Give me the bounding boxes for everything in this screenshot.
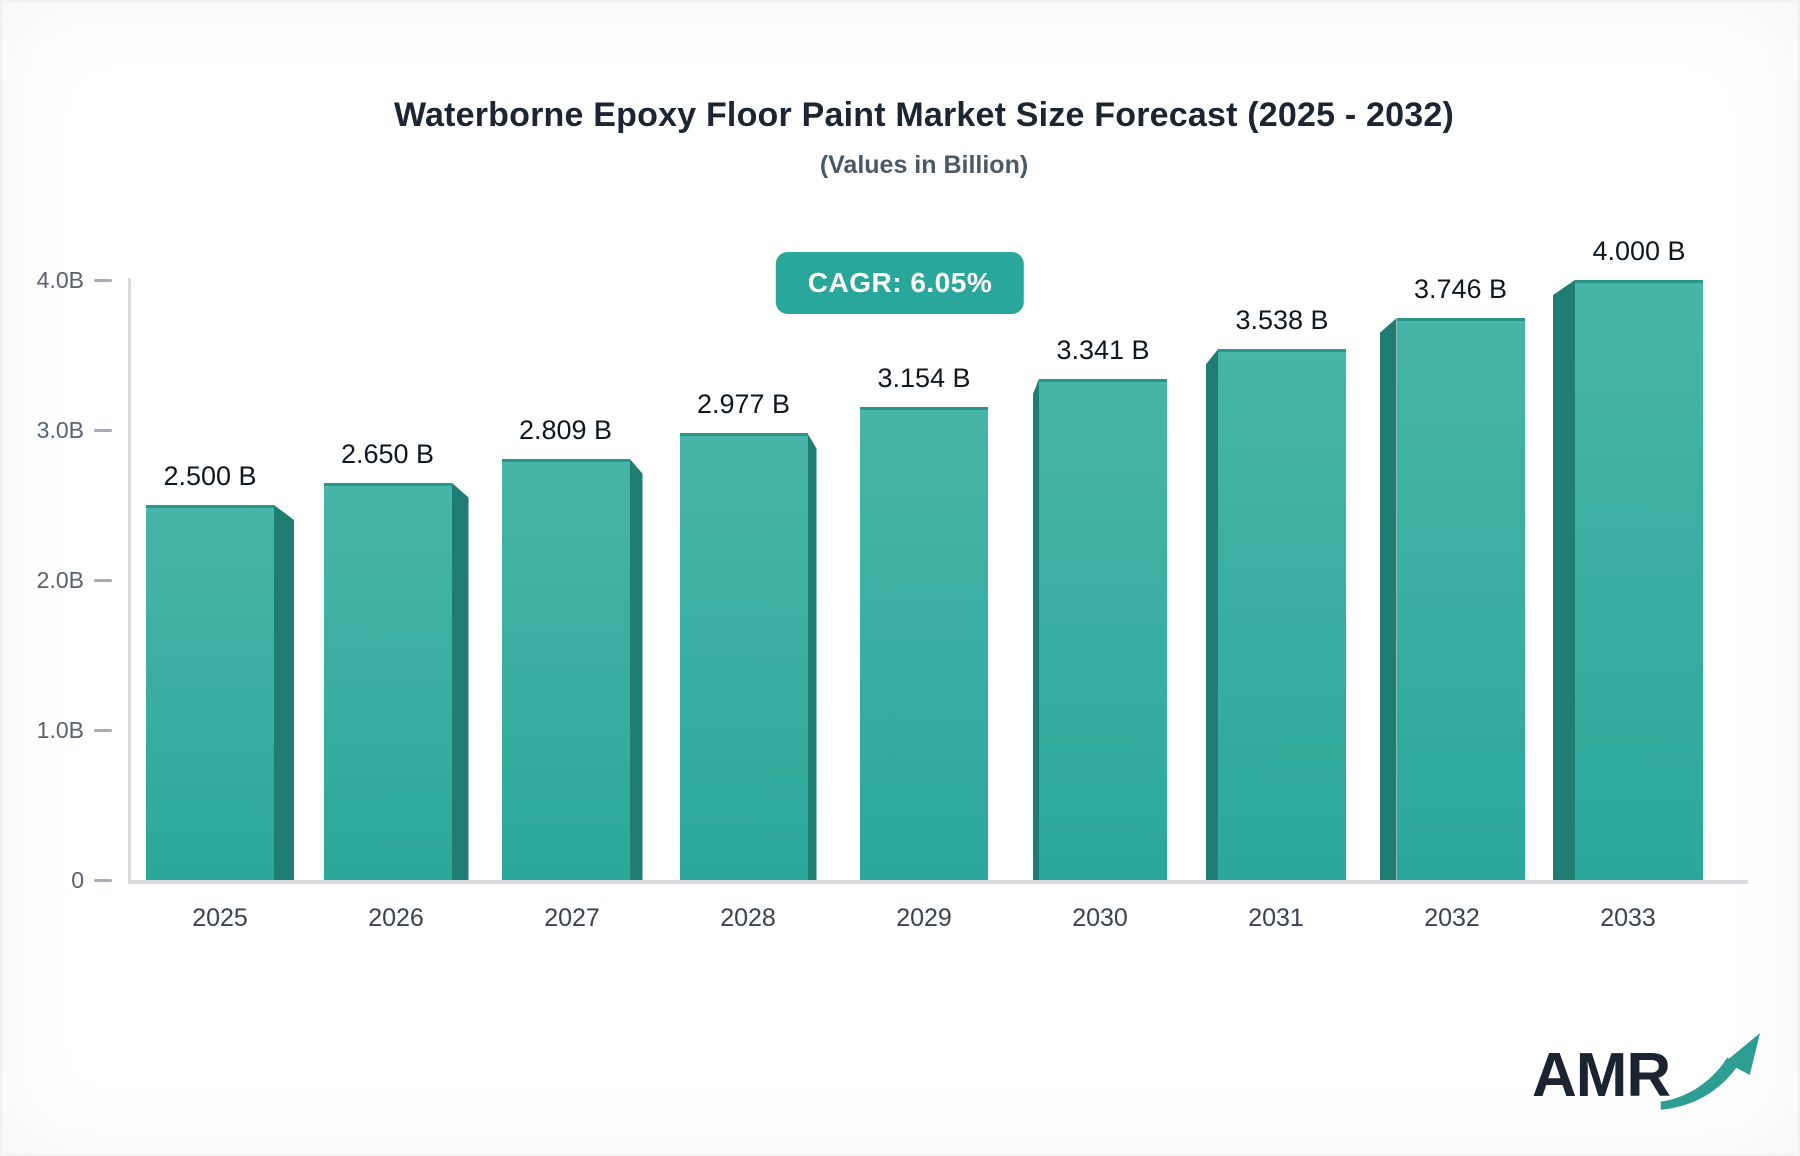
x-tick-label-2031: 2031 (1248, 904, 1304, 932)
bar-side-2031 (1206, 349, 1218, 880)
trend-arrow-swoosh (1660, 1057, 1739, 1110)
bar-2031 (1218, 349, 1346, 880)
bar-value-label-2026: 2.650 B (340, 438, 435, 469)
cagr-badge: CAGR: 6.05% (775, 252, 1025, 314)
y-tick-label: 0 (71, 867, 84, 893)
y-tick-label: 2.0B (36, 567, 84, 593)
amr-logo-text: AMR (1532, 1041, 1671, 1110)
bar-value-label-2032: 3.746 B (1413, 274, 1508, 305)
bar-2025 (146, 505, 274, 880)
bar-2029 (860, 406, 988, 880)
y-tick-label: 1.0B (36, 717, 84, 743)
bar-side-2025 (274, 505, 294, 880)
y-tick-dash (94, 279, 112, 282)
y-tick-label: 3.0B (36, 417, 84, 443)
bar-value-label-2027: 2.809 B (518, 414, 613, 445)
trend-up-arrow-icon (1660, 1033, 1761, 1110)
bar-value-label-2031: 3.538 B (1235, 305, 1329, 336)
bar-2032 (1396, 318, 1525, 880)
chart-header: Waterborne Epoxy Floor Paint Market Size… (48, 0, 1800, 180)
x-tick-label-2028: 2028 (720, 904, 776, 932)
bar-2026 (323, 482, 452, 880)
chart-subtitle: (Values in Billion) (819, 151, 1029, 179)
x-axis-line (128, 880, 1748, 884)
x-tick-label-2032: 2032 (1424, 904, 1480, 932)
bar-value-label-2030: 3.341 B (1056, 334, 1150, 365)
bar-side-2027 (629, 458, 643, 880)
y-tick-label: 4.0B (36, 267, 84, 293)
trend-arrow-head (1725, 1033, 1761, 1076)
bar-value-label-2033: 4.000 B (1592, 236, 1686, 266)
bar-value-label-2028: 2.977 B (696, 389, 791, 420)
bar-side-2033 (1553, 280, 1575, 880)
bar-side-2032 (1379, 318, 1397, 880)
x-tick-label-2027: 2027 (544, 904, 600, 932)
amr-logo: AMR (1532, 1026, 1782, 1126)
bar-value-label-2025: 2.500 B (163, 461, 257, 491)
y-tick-dash (94, 879, 112, 882)
bar-value-label-2029: 3.154 B (877, 362, 971, 393)
bar-side-2030 (1033, 378, 1039, 880)
y-tick-dash (94, 429, 112, 432)
x-tick-label-2033: 2033 (1600, 904, 1656, 932)
y-tick-dash (94, 579, 112, 582)
bar-2030 (1039, 378, 1167, 880)
x-tick-label-2025: 2025 (192, 904, 248, 932)
bar-side-2026 (451, 482, 469, 880)
y-tick-dash (94, 729, 112, 732)
bar-2028 (679, 433, 808, 880)
x-tick-label-2026: 2026 (368, 904, 424, 932)
chart-title: Waterborne Epoxy Floor Paint Market Size… (393, 96, 1454, 134)
x-tick-label-2030: 2030 (1072, 904, 1128, 932)
bar-2027 (501, 458, 630, 880)
bar-side-2028 (807, 433, 817, 880)
y-axis-line (128, 278, 131, 884)
x-tick-label-2029: 2029 (896, 904, 952, 932)
bar-2033 (1575, 280, 1703, 880)
